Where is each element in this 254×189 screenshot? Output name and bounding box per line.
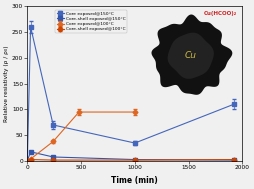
Legend: Core exposed@150°C, Core-shell exposed@150°C, Core exposed@100°C, Core-shell exp: Core exposed@150°C, Core-shell exposed@1… <box>55 10 127 33</box>
Y-axis label: Relative resistivity (ρ / ρ₀): Relative resistivity (ρ / ρ₀) <box>4 45 9 122</box>
X-axis label: Time (min): Time (min) <box>112 176 158 185</box>
